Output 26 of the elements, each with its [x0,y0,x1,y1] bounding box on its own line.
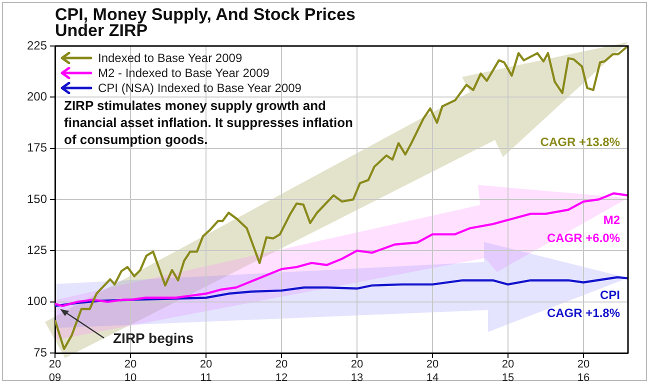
x-tick-label: 2013 [350,358,364,384]
chart-title: CPI, Money Supply, And Stock Prices Under ZIRP [55,5,356,40]
x-tick-label: 2010 [124,358,137,384]
annotation: M2 [602,212,620,229]
x-tick-label: 2016 [577,358,590,384]
annotation: CAGR +1.8% [546,305,620,322]
legend-label: Indexed to Base Year 2009 [98,50,242,64]
annotation: CAGR +6.0% [546,230,620,247]
annotation: CAGR +13.8% [539,134,620,151]
y-tick-label: 200 [26,89,48,104]
y-tick-label: 100 [26,294,48,308]
annotation: ZIRP begins [113,330,194,346]
y-tick-label: 225 [26,38,48,52]
x-tick-label: 2011 [200,358,212,384]
annotation: CPI [598,287,620,304]
x-tick-label: 2009 [48,358,62,384]
y-tick-label: 175 [26,140,48,155]
legend-label: CPI (NSA) Indexed to Base Year 2009 [98,80,302,94]
annotation: ZIRP stimulates money supply growth and financial asset inflation. It suppresses inflation of consumption goods. [64,97,354,148]
x-tick-label: 2014 [426,358,439,384]
legend-label: M2 - Indexed to Base Year 2009 [98,66,270,80]
x-tick-label: 2012 [275,358,288,384]
x-tick-label: 2015 [502,358,514,384]
y-tick-label: 75 [34,345,48,360]
y-tick-label: 150 [26,192,48,206]
y-tick-label: 125 [26,242,48,257]
